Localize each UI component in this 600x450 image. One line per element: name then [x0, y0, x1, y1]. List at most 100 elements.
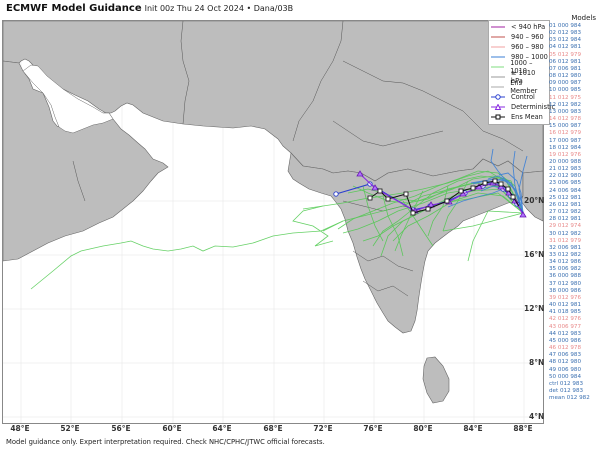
line-swatch-icon: [491, 56, 505, 58]
legend-item-ge1010: ≥ 1010 hPa: [491, 69, 549, 85]
model-entry: 30 012 982: [549, 230, 582, 237]
title-subtitle: Init 00z Thu 24 Oct 2024 • Dana/03B: [144, 4, 294, 13]
models-list: 01 000 984 02 012 983 03 012 984 04 012 981…: [548, 23, 600, 402]
model-entry: 36 000 988: [549, 273, 582, 280]
model-entry: 41 018 985: [549, 309, 582, 316]
model-entry: 40 012 981: [549, 302, 582, 309]
triangle-marker-icon: [491, 104, 505, 110]
model-entry: 39 012 976: [549, 294, 582, 301]
land: [3, 21, 543, 404]
title-main: ECMWF Model Guidance: [6, 3, 142, 14]
legend-item-1000-1010: 1000 – 1010: [491, 59, 549, 75]
model-entry: 46 012 978: [549, 345, 582, 352]
legend-item-940-960: 940 – 960: [491, 32, 544, 42]
model-entry: 04 012 981: [549, 44, 582, 51]
model-entry: 06 012 981: [549, 58, 582, 65]
model-entry: 11 012 975: [549, 94, 582, 101]
model-entry: 50 000 984: [549, 373, 582, 380]
lon-label: 76°E: [363, 424, 383, 433]
line-swatch-icon: [491, 66, 505, 68]
model-entry: 27 012 982: [549, 209, 582, 216]
chart-title: ECMWF Model Guidance Init 00z Thu 24 Oct …: [6, 3, 293, 14]
model-entry: 03 012 984: [549, 37, 582, 44]
lat-label: 16°N: [524, 250, 545, 259]
model-entry: 20 000 988: [549, 158, 582, 165]
model-entry: 19 012 976: [549, 151, 582, 158]
model-entry: 18 012 984: [549, 144, 582, 151]
model-entry: 25 012 981: [549, 194, 582, 201]
lon-label: 48°E: [10, 424, 30, 433]
lat-label: 4°N: [529, 412, 545, 421]
line-swatch-icon: [491, 46, 505, 48]
model-entry: 08 012 980: [549, 73, 582, 80]
model-entry: 23 006 985: [549, 180, 582, 187]
lon-label: 56°E: [111, 424, 131, 433]
lon-label: 68°E: [263, 424, 283, 433]
model-entry: 09 000 987: [549, 80, 582, 87]
square-marker-icon: [491, 114, 505, 120]
model-entry: 22 012 980: [549, 173, 582, 180]
model-entry: 37 012 980: [549, 280, 582, 287]
model-entry: 38 000 986: [549, 287, 582, 294]
model-entry: 34 012 986: [549, 259, 582, 266]
circle-marker-icon: [491, 94, 505, 100]
legend-item-ens-member: Ens Member: [491, 79, 549, 95]
model-entry: 33 012 982: [549, 252, 582, 258]
model-entry: 02 012 983: [549, 30, 582, 37]
model-entry: 42 012 976: [549, 316, 582, 323]
model-entry: 14 012 978: [549, 116, 582, 123]
model-entry: 28 012 981: [549, 216, 582, 223]
lon-label: 88°E: [513, 424, 533, 433]
lon-label: 60°E: [162, 424, 182, 433]
line-swatch-icon: [491, 36, 505, 38]
line-swatch-icon: [491, 76, 505, 78]
map-canvas[interactable]: [2, 20, 544, 424]
legend-item-lt940: < 940 hPa: [491, 22, 545, 32]
model-entry: 43 006 977: [549, 323, 582, 330]
model-entry: 05 012 979: [549, 51, 582, 58]
model-entry: 44 012 983: [549, 330, 582, 337]
legend-item-control: Control: [491, 92, 535, 102]
persian-gulf: [22, 64, 114, 134]
model-entry: 16 012 979: [549, 130, 582, 137]
footer-disclaimer: Model guidance only. Expert interpretati…: [6, 438, 325, 446]
models-panel: Models 01 000 984 02 012 983 03 012 984 04 …: [548, 14, 600, 402]
line-swatch-icon: [491, 26, 505, 28]
model-entry: 35 006 982: [549, 266, 582, 273]
lat-label: 20°N: [524, 196, 545, 205]
model-entry: 07 006 981: [549, 65, 582, 72]
lon-label: 64°E: [212, 424, 232, 433]
model-entry: 01 000 984: [549, 23, 582, 29]
lat-label: 8°N: [529, 358, 545, 367]
map-svg: [3, 21, 543, 423]
map-legend: < 940 hPa 940 – 960 960 – 980 980 – 1000…: [488, 20, 555, 125]
model-entry: 15 000 987: [549, 123, 582, 130]
models-header: Models: [571, 14, 596, 22]
model-entry: 48 012 980: [549, 359, 582, 366]
model-entry: 24 006 984: [549, 187, 582, 194]
model-entry: 26 012 981: [549, 201, 582, 208]
legend-item-deterministic: Deterministic: [491, 102, 555, 112]
ens-mean-track: [367, 178, 520, 216]
legend-item-ens-mean: Ens Mean: [491, 112, 543, 122]
lon-label: 80°E: [413, 424, 433, 433]
legend-item-980-1000: 980 – 1000: [491, 52, 548, 62]
legend-item-960-980: 960 – 980: [491, 42, 544, 52]
lon-label: 72°E: [313, 424, 333, 433]
lon-label: 52°E: [60, 424, 80, 433]
model-entry: 12 012 982: [549, 101, 582, 108]
model-entry: 45 000 986: [549, 337, 582, 344]
model-entry: 31 012 979: [549, 237, 582, 244]
model-entry: det 012 983: [549, 387, 584, 394]
model-entry: ctrl 012 983: [549, 380, 584, 387]
model-entry: 47 006 983: [549, 352, 582, 359]
model-entry: 17 000 987: [549, 137, 582, 144]
model-entry: 10 000 985: [549, 87, 582, 94]
line-swatch-icon: [491, 86, 505, 88]
model-entry: 13 000 983: [549, 108, 582, 115]
model-entry: 32 006 981: [549, 244, 582, 251]
model-entry: mean 012 982: [549, 395, 590, 402]
lon-label: 84°E: [463, 424, 483, 433]
model-entry: 21 012 983: [549, 166, 582, 173]
borders: [72, 21, 524, 297]
